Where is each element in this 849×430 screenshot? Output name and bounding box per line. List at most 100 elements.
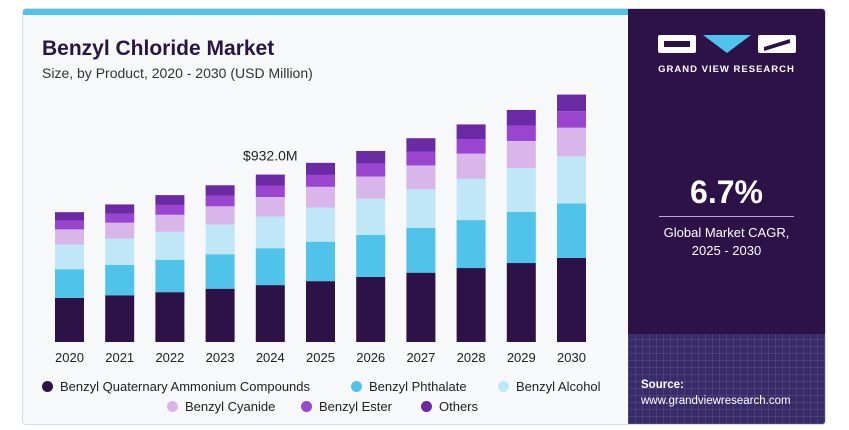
bar-segment-2029-1	[506, 212, 536, 264]
bar-segment-2021-4	[105, 213, 135, 223]
bar-segment-2024-5	[255, 174, 285, 186]
bar-chart: 2020 2021 2022 2023 2024 $932.0M 2025 2026 2027 2…	[55, 94, 586, 365]
legend-row-2: Benzyl Cyanide Benzyl Ester Others	[23, 399, 628, 417]
bar-segment-2022-3	[155, 214, 185, 232]
bar-segment-2030-4	[557, 111, 586, 128]
bar-segment-2024-4	[255, 185, 285, 197]
bar-segment-2022-1	[155, 259, 185, 293]
x-tick-label: 2027	[406, 350, 435, 365]
cagr-label: Global Market CAGR, 2025 - 2030	[628, 224, 825, 260]
bar-segment-2020-3	[55, 229, 84, 245]
legend-item: Others	[421, 399, 478, 414]
bar-segment-2024-0	[255, 285, 285, 342]
bar-segment-2022-2	[155, 231, 185, 260]
bar-segment-2025-0	[306, 281, 335, 342]
bar-segment-2021-1	[105, 264, 135, 296]
bar-segment-2026-5	[356, 150, 386, 164]
bar-segment-2029-5	[506, 109, 536, 126]
source-label: Source:	[641, 379, 684, 391]
bar-segment-2030-2	[557, 156, 586, 204]
x-tick-label: 2029	[507, 350, 536, 365]
bar-segment-2020-2	[55, 244, 84, 270]
bar-segment-2027-2	[406, 189, 436, 228]
bar-segment-2020-4	[55, 220, 84, 230]
bar-segment-2025-5	[306, 162, 335, 175]
data-label-annotation: $932.0M	[243, 148, 297, 164]
bar-segment-2023-4	[205, 195, 235, 207]
divider	[659, 216, 794, 217]
bar-segment-2029-4	[506, 125, 536, 141]
chart-subtitle: Size, by Product, 2020 - 2030 (USD Milli…	[42, 65, 313, 81]
legend-label: Benzyl Ester	[319, 399, 392, 414]
bar-segment-2021-3	[105, 222, 135, 239]
bar-segment-2027-3	[406, 165, 436, 190]
bar-segment-2029-3	[506, 140, 536, 169]
chart-title: Benzyl Chloride Market	[42, 37, 275, 60]
chart-panel: Benzyl Chloride Market Size, by Product,…	[23, 15, 628, 424]
legend-label: Others	[439, 399, 479, 414]
source-link[interactable]: www.grandviewresearch.com	[641, 395, 791, 407]
x-tick-label: 2026	[356, 350, 385, 365]
bar-segment-2023-2	[205, 224, 235, 255]
x-tick-label: 2021	[105, 350, 134, 365]
bar-segment-2022-0	[155, 292, 185, 342]
bar-segment-2026-3	[356, 176, 386, 199]
bar-segment-2023-5	[205, 185, 235, 196]
x-tick-label: 2024	[256, 350, 285, 365]
bar-segment-2021-0	[105, 295, 135, 342]
bar-segment-2030-0	[557, 257, 586, 342]
bar-segment-2023-3	[205, 206, 235, 225]
legend-item: Benzyl Ester	[301, 399, 392, 414]
x-tick-label: 2022	[155, 350, 184, 365]
bar-segment-2028-3	[456, 153, 486, 179]
bar-segment-2027-1	[406, 227, 436, 273]
bar-segment-2024-1	[255, 248, 285, 286]
bar-segment-2026-4	[356, 163, 386, 177]
legend-item: Benzyl Alcohol	[498, 379, 601, 394]
brand-name: GRAND VIEW RESEARCH	[658, 64, 795, 75]
brand-logo	[658, 35, 796, 53]
bar-segment-2025-4	[306, 174, 335, 187]
bar-segment-2028-1	[456, 220, 486, 269]
bar-segment-2023-1	[205, 254, 235, 289]
bar-segment-2024-3	[255, 197, 285, 217]
bar-segment-2022-5	[155, 195, 185, 205]
legend-item: Benzyl Cyanide	[167, 399, 275, 414]
x-tick-label: 2020	[55, 350, 84, 365]
bar-segment-2020-0	[55, 297, 84, 342]
decorative-grid	[628, 334, 825, 424]
legend-item: Benzyl Phthalate	[351, 379, 467, 394]
bar-segment-2022-4	[155, 204, 185, 215]
legend-row-1: Benzyl Quaternary Ammonium Compounds Ben…	[23, 379, 628, 397]
legend-swatch	[421, 401, 432, 412]
legend-label: Benzyl Cyanide	[185, 399, 276, 414]
bar-segment-2029-0	[506, 263, 536, 342]
cagr-label-line: 2025 - 2030	[691, 243, 762, 258]
legend-item: Benzyl Quaternary Ammonium Compounds	[42, 379, 310, 394]
bar-segment-2023-0	[205, 288, 235, 342]
bar-segment-2028-0	[456, 268, 486, 342]
bar-segment-2028-5	[456, 124, 486, 140]
bar-segment-2025-3	[306, 186, 335, 208]
bar-segment-2021-5	[105, 204, 135, 214]
legend-swatch	[498, 381, 509, 392]
info-sidebar: GRAND VIEW RESEARCH 6.7% Global Market C…	[628, 9, 825, 424]
bar-segment-2027-5	[406, 138, 436, 152]
legend-swatch	[167, 401, 178, 412]
cagr-label-line: Global Market CAGR,	[663, 225, 790, 240]
infographic-card: Benzyl Chloride Market Size, by Product,…	[22, 8, 826, 425]
bar-segment-2024-2	[255, 216, 285, 249]
bar-segment-2029-2	[506, 168, 536, 212]
bar-segment-2025-1	[306, 241, 335, 282]
bar-segment-2020-5	[55, 212, 84, 221]
x-tick-label: 2025	[306, 350, 335, 365]
x-tick-label: 2023	[206, 350, 235, 365]
legend-label: Benzyl Phthalate	[369, 379, 467, 394]
bar-segment-2027-0	[406, 272, 436, 342]
bar-segment-2020-1	[55, 269, 84, 298]
bar-segment-2030-5	[557, 94, 586, 112]
bar-segment-2026-1	[356, 234, 386, 277]
cagr-value: 6.7%	[690, 174, 763, 210]
x-tick-label: 2028	[457, 350, 486, 365]
bar-segment-2026-0	[356, 277, 386, 342]
